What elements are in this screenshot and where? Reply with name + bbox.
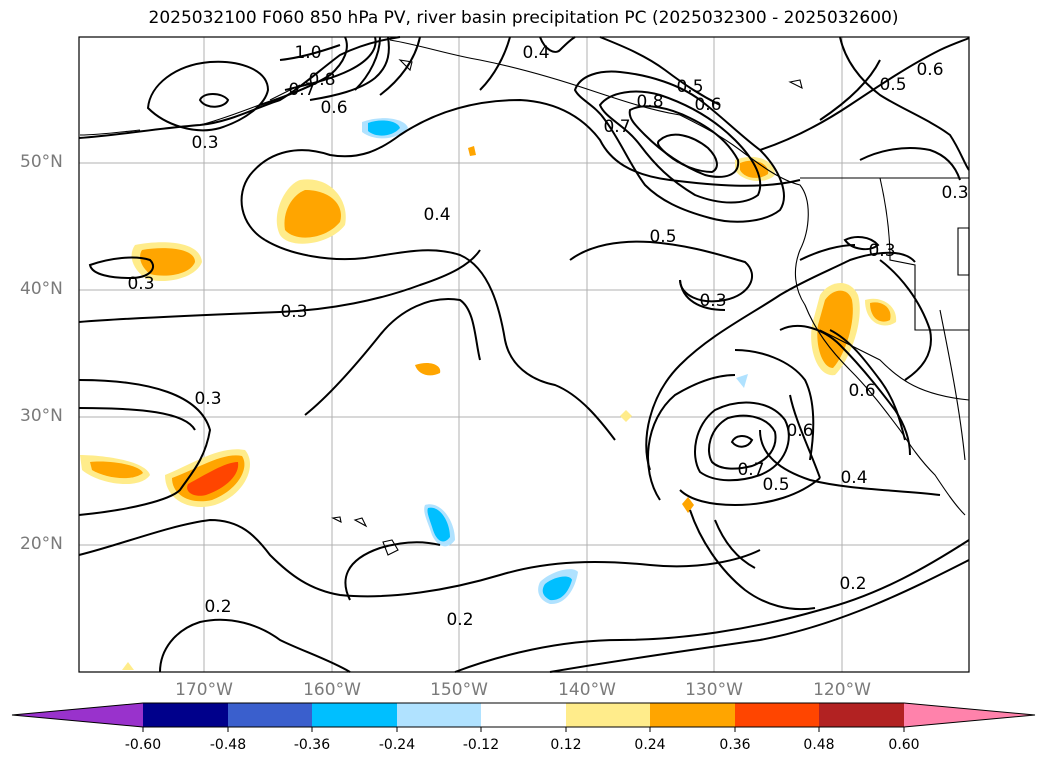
- colorbar-tick-label: 0.60: [888, 737, 920, 753]
- colorbar-tick-label: -0.24: [378, 737, 416, 753]
- lon-tick-label: 140°W: [558, 680, 616, 700]
- colorbar-extend-right: [904, 703, 1035, 727]
- contour-label: 0.3: [280, 302, 307, 322]
- colorbar-segment: [819, 703, 904, 727]
- colorbar-tick-label: 0.36: [719, 737, 751, 753]
- lon-tick-label: 130°W: [685, 680, 743, 700]
- precipitation-shading: [80, 118, 897, 670]
- contour-label: 0.5: [762, 475, 789, 495]
- lat-tick-label: 30°N: [20, 406, 63, 426]
- contour-label: 0.2: [839, 574, 866, 594]
- colorbar-segment: [481, 703, 566, 727]
- contour-label: 0.6: [320, 98, 347, 118]
- colorbar-tick-label: 0.24: [634, 737, 666, 753]
- lat-tick-label: 20°N: [20, 534, 63, 554]
- colorbar-segment: [735, 703, 819, 727]
- colorbar-segment: [143, 703, 228, 727]
- contour-label: 0.5: [879, 75, 906, 95]
- contour-label-group: 1.0 0.8 0.7 0.6 0.3 0.4 0.8 0.7 0.6 0.5 …: [127, 43, 968, 630]
- contour-label: 0.6: [848, 381, 875, 401]
- colorbar-tick-label: -0.60: [124, 737, 162, 753]
- colorbar-tick-label: 0.12: [550, 737, 582, 753]
- contour-label: 0.6: [786, 421, 813, 441]
- contour-label: 0.6: [694, 95, 721, 115]
- contour-label: 0.8: [308, 70, 335, 90]
- contour-label: 0.3: [868, 241, 895, 261]
- contour-label: 0.7: [737, 460, 764, 480]
- contour-label: 0.3: [699, 291, 726, 311]
- lon-tick-label: 170°W: [175, 680, 233, 700]
- colorbar-tick-label: -0.36: [293, 737, 331, 753]
- contour-label: 0.3: [941, 183, 968, 203]
- lon-tick-label: 120°W: [813, 680, 871, 700]
- colorbar-tick-label: -0.12: [462, 737, 500, 753]
- contour-label: 0.2: [446, 610, 473, 630]
- pv-contours: [78, 36, 970, 673]
- contour-label: 0.5: [676, 77, 703, 97]
- contour-label: 0.7: [603, 117, 630, 137]
- contour-label: 0.2: [204, 597, 231, 617]
- contour-label: 0.7: [288, 80, 315, 100]
- contour-label: 0.3: [191, 133, 218, 153]
- map-title: 2025032100 F060 850 hPa PV, river basin …: [148, 8, 899, 28]
- colorbar-tick-label: 0.48: [803, 737, 835, 753]
- coastlines: [79, 39, 970, 556]
- contour-label: 0.3: [194, 389, 221, 409]
- contour-label: 0.6: [916, 60, 943, 80]
- colorbar-segment: [566, 703, 650, 727]
- colorbar-segment: [312, 703, 397, 727]
- colorbar-extend-left: [12, 703, 143, 727]
- contour-label: 0.4: [423, 205, 450, 225]
- contour-label: 0.3: [127, 274, 154, 294]
- lat-tick-label: 50°N: [20, 152, 63, 172]
- plot-frame: [78, 36, 970, 673]
- colorbar-tick-label: -0.48: [209, 737, 247, 753]
- colorbar: [11, 702, 1036, 732]
- contour-label: 0.5: [649, 227, 676, 247]
- contour-label: 1.0: [294, 43, 321, 63]
- lon-tick-label: 160°W: [303, 680, 361, 700]
- lat-tick-label: 40°N: [20, 279, 63, 299]
- contour-label: 0.4: [522, 43, 549, 63]
- gridlines: [79, 37, 969, 672]
- colorbar-segment: [228, 703, 312, 727]
- lon-tick-label: 150°W: [430, 680, 488, 700]
- contour-label: 0.8: [636, 92, 663, 112]
- colorbar-segment: [397, 703, 481, 727]
- contour-label: 0.4: [840, 468, 867, 488]
- colorbar-segment: [650, 703, 735, 727]
